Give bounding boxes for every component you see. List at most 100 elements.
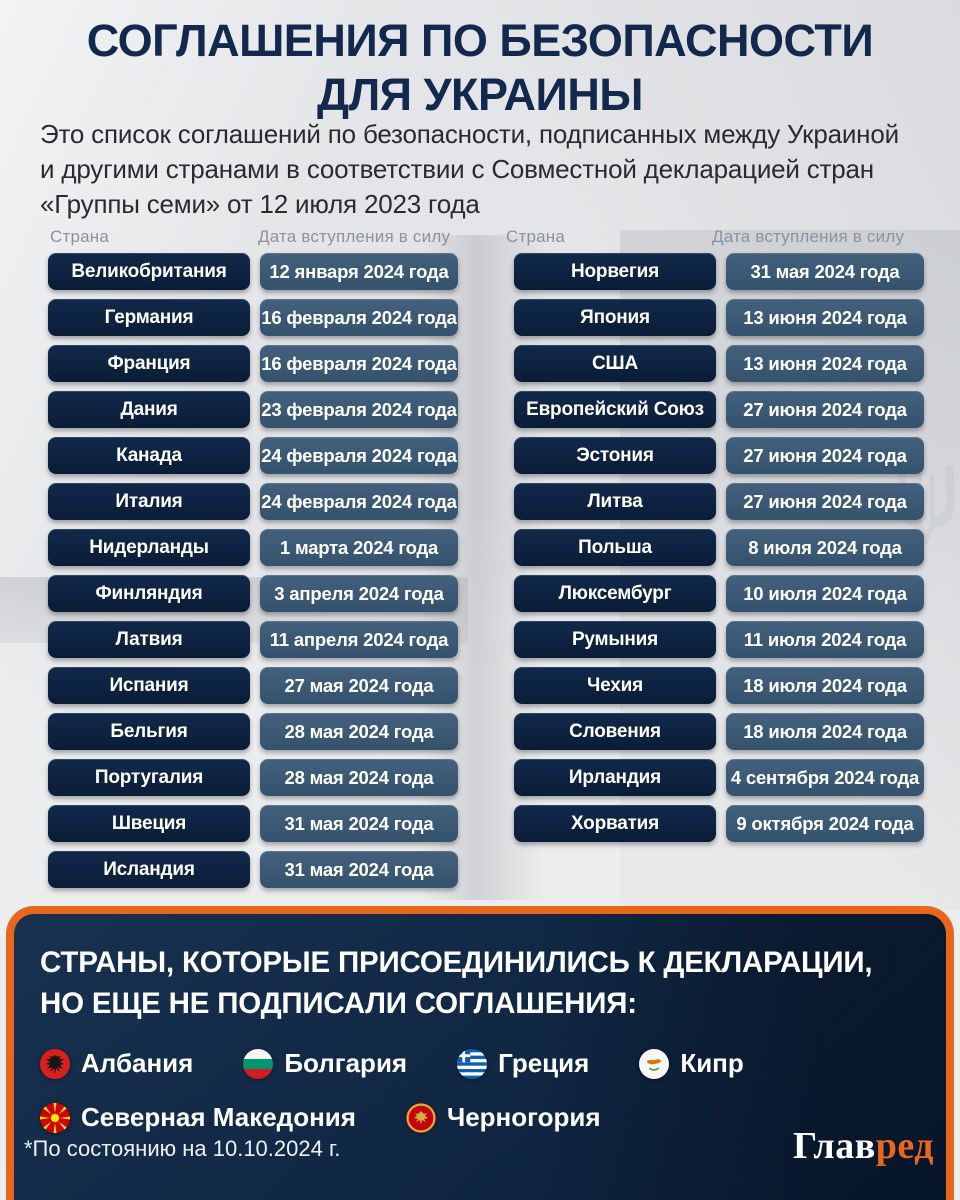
date-pill: 11 июля 2024 года (726, 621, 924, 658)
country-pill: Канада (48, 437, 250, 474)
table-row: Латвия 11 апреля 2024 года (48, 621, 458, 658)
table-row: Италия 24 февраля 2024 года (48, 483, 458, 520)
table-row: Португалия 28 мая 2024 года (48, 759, 458, 796)
table-row: Франция 16 февраля 2024 года (48, 345, 458, 382)
column-header-country-right: Страна (506, 227, 566, 246)
country-pill: Швеция (48, 805, 250, 842)
table-row: Швеция 31 мая 2024 года (48, 805, 458, 842)
country-pill: Испания (48, 667, 250, 704)
date-pill: 1 марта 2024 года (260, 529, 458, 566)
country-pill: Польша (514, 529, 716, 566)
date-pill: 12 января 2024 года (260, 253, 458, 290)
joined-country-label: Кипр (680, 1048, 744, 1078)
country-pill: Бельгия (48, 713, 250, 750)
joined-country-item: Албания (40, 1048, 193, 1079)
greece-flag-icon (457, 1048, 488, 1079)
country-pill: Дания (48, 391, 250, 428)
country-pill: Хорватия (514, 805, 716, 842)
column-header-country-left: Страна (50, 227, 110, 246)
table-row: Чехия 18 июля 2024 года (514, 667, 924, 704)
joined-country-item: Кипр (639, 1048, 744, 1079)
north-macedonia-flag-icon (40, 1102, 70, 1133)
subtitle-line3: «Группы семи» от 12 июля 2023 года (40, 189, 480, 219)
joined-country-item: Греция (457, 1048, 589, 1079)
country-pill: Словения (514, 713, 716, 750)
joined-countries-row: Северная Македония Черногория (40, 1102, 946, 1133)
table-row: Европейский Союз 27 июня 2024 года (514, 391, 924, 428)
date-pill: 28 мая 2024 года (260, 759, 458, 796)
panel-shade (526, 914, 946, 1200)
logo-white-part: Глав (793, 1125, 876, 1167)
date-pill: 9 октября 2024 года (726, 805, 924, 842)
date-pill: 3 апреля 2024 года (260, 575, 458, 612)
page-title-line2: ДЛЯ УКРАИНЫ (317, 69, 643, 120)
date-pill: 27 мая 2024 года (260, 667, 458, 704)
trident-watermark-icon (898, 466, 954, 546)
date-pill: 18 июля 2024 года (726, 667, 924, 704)
albania-flag-icon (40, 1048, 70, 1079)
country-pill: Латвия (48, 621, 250, 658)
country-pill: Германия (48, 299, 250, 336)
country-pill: Франция (48, 345, 250, 382)
subtitle-line1: Это список соглашений по безопасности, п… (40, 119, 899, 149)
date-pill: 11 апреля 2024 года (260, 621, 458, 658)
joined-heading-line2: НО ЕЩЕ НЕ ПОДПИСАЛИ СОГЛАШЕНИЯ: (40, 987, 637, 1020)
date-pill: 31 мая 2024 года (726, 253, 924, 290)
date-pill: 27 июня 2024 года (726, 437, 924, 474)
table-row: Бельгия 28 мая 2024 года (48, 713, 458, 750)
table-row: Норвегия 31 мая 2024 года (514, 253, 924, 290)
joined-heading-line1: СТРАНЫ, КОТОРЫЕ ПРИСОЕДИНИЛИСЬ К ДЕКЛАРА… (40, 946, 873, 979)
country-pill: Италия (48, 483, 250, 520)
joined-country-item: Болгария (243, 1048, 407, 1079)
table-row: Румыния 11 июля 2024 года (514, 621, 924, 658)
country-pill: Ирландия (514, 759, 716, 796)
table-row: Эстония 27 июня 2024 года (514, 437, 924, 474)
table-row: Дания 23 февраля 2024 года (48, 391, 458, 428)
joined-declaration-panel: СТРАНЫ, КОТОРЫЕ ПРИСОЕДИНИЛИСЬ К ДЕКЛАРА… (6, 906, 954, 1200)
date-pill: 18 июля 2024 года (726, 713, 924, 750)
country-pill: Европейский Союз (514, 391, 716, 428)
date-pill: 4 сентября 2024 года (726, 759, 924, 796)
date-pill: 13 июня 2024 года (726, 345, 924, 382)
table-row: Финляндия 3 апреля 2024 года (48, 575, 458, 612)
joined-countries-row: Албания Болгария Греция Кипр (40, 1048, 946, 1079)
joined-country-item: Северная Македония (40, 1102, 356, 1133)
country-pill: Чехия (514, 667, 716, 704)
page-title: СОГЛАШЕНИЯ ПО БЕЗОПАСНОСТИ ДЛЯ УКРАИНЫ (0, 14, 960, 122)
country-pill: Люксембург (514, 575, 716, 612)
joined-section-heading: СТРАНЫ, КОТОРЫЕ ПРИСОЕДИНИЛИСЬ К ДЕКЛАРА… (40, 942, 946, 1024)
joined-country-item: Черногория (405, 1102, 601, 1133)
joined-country-label: Албания (81, 1048, 194, 1078)
date-pill: 27 июня 2024 года (726, 483, 924, 520)
country-pill: Португалия (48, 759, 250, 796)
date-pill: 24 февраля 2024 года (260, 437, 458, 474)
table-row: Испания 27 мая 2024 года (48, 667, 458, 704)
date-pill: 31 мая 2024 года (260, 851, 458, 888)
table-row: Словения 18 июля 2024 года (514, 713, 924, 750)
date-pill: 24 февраля 2024 года (260, 483, 458, 520)
table-row: Польша 8 июля 2024 года (514, 529, 924, 566)
table-row: Ирландия 4 сентября 2024 года (514, 759, 924, 796)
date-pill: 16 февраля 2024 года (260, 299, 458, 336)
joined-countries-list: Албания Болгария Греция Кипр Северная Маке… (40, 1048, 946, 1133)
date-pill: 10 июля 2024 года (726, 575, 924, 612)
country-pill: Великобритания (48, 253, 250, 290)
country-pill: Румыния (514, 621, 716, 658)
table-row: США 13 июня 2024 года (514, 345, 924, 382)
table-row: Германия 16 февраля 2024 года (48, 299, 458, 336)
date-pill: 13 июня 2024 года (726, 299, 924, 336)
cyprus-flag-icon (639, 1048, 670, 1079)
table-row: Великобритания 12 января 2024 года (48, 253, 458, 290)
table-row: Хорватия 9 октября 2024 года (514, 805, 924, 842)
bg-texture-right (620, 230, 960, 910)
subtitle-line2: и другими странами в соответствии с Совм… (40, 154, 874, 184)
joined-country-label: Черногория (446, 1102, 601, 1132)
table-row: Нидерланды 1 марта 2024 года (48, 529, 458, 566)
table-row: Литва 27 июня 2024 года (514, 483, 924, 520)
table-row: Канада 24 февраля 2024 года (48, 437, 458, 474)
glavred-logo: Главред (793, 1124, 934, 1168)
agreements-table-left: Великобритания 12 января 2024 года Герма… (48, 253, 458, 897)
country-pill: Литва (514, 483, 716, 520)
country-pill: Эстония (514, 437, 716, 474)
